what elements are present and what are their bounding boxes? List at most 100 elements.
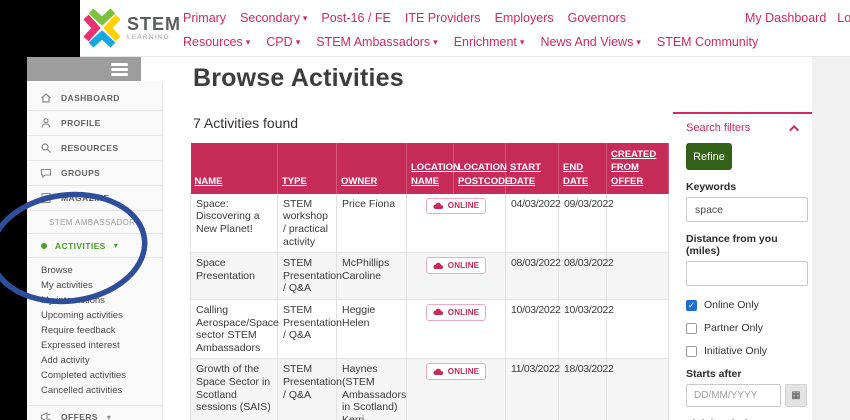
sidebar-subitem-my-interactions[interactable]: My interactions — [41, 295, 105, 306]
chevron-up-icon[interactable] — [789, 124, 800, 135]
starts-after-input[interactable] — [686, 384, 781, 407]
nav-link-primary[interactable]: Primary — [183, 11, 227, 25]
nav-link-stem-ambassadors[interactable]: STEM Ambassadors ▾ — [316, 35, 438, 49]
book-icon — [40, 192, 52, 204]
cell-name: Space: Discovering a New Planet! — [190, 193, 278, 254]
nav-link-resources[interactable]: Resources ▾ — [183, 35, 251, 49]
sidebar-item-magazine[interactable]: MAGAZINE — [27, 186, 162, 211]
sidebar-item-dashboard[interactable]: DASHBOARD — [27, 86, 162, 111]
sidebar-subitem-add-activity[interactable]: Add activity — [41, 355, 90, 366]
logo-text: STEM — [127, 13, 182, 34]
cell-location: ONLINE — [406, 252, 506, 301]
nav-link-stem-community[interactable]: STEM Community — [656, 35, 759, 49]
sidebar-item-label: DASHBOARD — [61, 93, 120, 103]
chevron-down-icon: ▾ — [245, 36, 251, 47]
cell-start-date: 11/03/2022 — [505, 358, 560, 420]
sidebar-subitem-require-feedback[interactable]: Require feedback — [41, 325, 116, 336]
checkbox-unchecked-icon[interactable] — [686, 345, 697, 357]
sidebar-item-label: OFFERS — [61, 412, 98, 420]
nav-link-employers[interactable]: Employers — [494, 11, 554, 25]
sidebar-section-stem-ambassadors: STEM AMBASSADORS — [27, 211, 162, 234]
sidebar-subitem-expressed-interest[interactable]: Expressed interest — [41, 340, 120, 351]
sidebar-item-activities[interactable]: ACTIVITIES ▾ — [27, 234, 162, 258]
calendar-icon[interactable]: ▦ — [785, 384, 807, 407]
nav-link-secondary[interactable]: Secondary ▾ — [240, 11, 308, 25]
sidebar-subitem-completed-activities[interactable]: Completed activities — [41, 370, 127, 381]
activities-table: NAME TYPE OWNER LOCATION NAME LOCATION POSTC… — [190, 143, 669, 420]
stem-learning-logo[interactable]: STEM LEARNING — [82, 8, 181, 48]
sidebar-item-profile[interactable]: PROFILE — [27, 111, 162, 136]
cell-end-date: 10/03/2022 — [558, 299, 614, 360]
column-header-end-date: END DATE — [558, 143, 607, 194]
cell-type: STEM workshop / practical activity — [277, 193, 337, 254]
table-header-row: NAME TYPE OWNER LOCATION NAME LOCATION POSTC… — [190, 143, 669, 194]
cell-type: STEM Presentation / Q&A — [277, 299, 342, 360]
column-sort-link[interactable]: OWNER — [341, 175, 378, 187]
cloud-icon — [433, 202, 443, 210]
keywords-label: Keywords — [686, 181, 737, 193]
cell-name: Space Presentation — [190, 252, 278, 301]
hamburger-menu-icon[interactable] — [111, 63, 128, 78]
column-sort-link[interactable]: TYPE — [282, 175, 307, 187]
cell-location: ONLINE — [406, 193, 506, 254]
checkbox-checked-icon[interactable]: ✓ — [686, 299, 697, 311]
nav-link-enrichment[interactable]: Enrichment ▾ — [453, 35, 525, 49]
filter-checkbox-online-only[interactable]: ✓ Online Only — [686, 299, 812, 311]
cell-owner: Price Fiona — [336, 193, 407, 254]
nav-link-my-dashboard[interactable]: My Dashboard — [745, 11, 827, 25]
filters-top-border — [673, 112, 812, 114]
cell-end-date: 18/03/2022 — [558, 358, 614, 420]
cloud-icon — [433, 262, 443, 269]
table-row: Space Presentation STEM Presentation / Q&… — [190, 252, 669, 301]
cell-created-from-offer — [606, 252, 669, 301]
cell-owner: Haynes (STEM Ambassadors in Scotland) Ke… — [336, 358, 407, 420]
column-header-created-from-offer: CREATED FROM OFFER — [606, 143, 669, 194]
column-sort-link[interactable]: START DATE — [510, 162, 541, 187]
cell-created-from-offer — [606, 193, 669, 254]
cell-start-date: 04/03/2022 — [505, 193, 561, 254]
cell-end-date: 08/03/2022 — [558, 252, 614, 301]
nav-link-governors[interactable]: Governors — [567, 11, 626, 25]
checkbox-unchecked-icon[interactable] — [686, 322, 697, 334]
refine-button[interactable]: Refine — [686, 143, 732, 170]
column-sort-link[interactable]: LOCATION NAME — [411, 162, 460, 187]
column-header-name: NAME — [190, 143, 278, 194]
filter-checkbox-partner-only[interactable]: Partner Only — [686, 322, 812, 334]
chevron-down-icon: ▾ — [113, 241, 118, 250]
sidebar-subitem-browse[interactable]: Browse — [41, 265, 73, 276]
distance-label: Distance from you (miles) — [686, 233, 778, 257]
cell-location: ONLINE — [406, 299, 506, 360]
keywords-input[interactable] — [686, 197, 808, 222]
cell-location: ONLINE — [406, 358, 506, 420]
table-row: Calling Aerospace/Space sector STEM Amba… — [190, 299, 669, 360]
nav-link-ite-providers[interactable]: ITE Providers — [404, 11, 481, 25]
chevron-down-icon: ▾ — [106, 412, 111, 420]
filter-checkbox-initiative-only[interactable]: Initiative Only — [686, 345, 812, 357]
search-icon — [40, 142, 52, 154]
column-sort-link[interactable]: NAME — [194, 175, 223, 187]
sidebar-item-groups[interactable]: GROUPS — [27, 161, 162, 186]
cell-start-date: 08/03/2022 — [505, 252, 561, 301]
home-icon — [40, 92, 52, 104]
nav-link-logout[interactable]: Logout — [837, 11, 850, 25]
stem-logo-x-icon — [83, 8, 121, 48]
column-sort-link[interactable]: END DATE — [563, 162, 589, 187]
column-header-location-name: LOCATION NAME — [406, 143, 460, 194]
sidebar-item-offers[interactable]: OFFERS ▾ — [27, 405, 162, 420]
table-row: Space: Discovering a New Planet! STEM wor… — [190, 193, 669, 254]
online-badge-label: ONLINE — [447, 307, 480, 317]
cell-created-from-offer — [606, 299, 669, 360]
column-header-location-postcode: LOCATION POSTCODE — [453, 143, 511, 194]
nav-link-post-16-fe[interactable]: Post-16 / FE — [321, 11, 391, 25]
sidebar-subitem-upcoming-activities[interactable]: Upcoming activities — [41, 310, 123, 321]
sidebar-item-resources[interactable]: RESOURCES — [27, 136, 162, 161]
sidebar-subitem-cancelled-activities[interactable]: Cancelled activities — [41, 385, 123, 396]
sidebar-collapse-bar[interactable] — [27, 57, 141, 81]
online-badge: ONLINE — [425, 197, 487, 215]
nav-link-news-and-views[interactable]: News And Views ▾ — [540, 35, 641, 49]
column-sort-link[interactable]: CREATED FROM OFFER — [611, 149, 657, 187]
nav-link-cpd[interactable]: CPD ▾ — [266, 35, 301, 49]
distance-input[interactable] — [686, 261, 808, 286]
sidebar-subitem-my-activities[interactable]: My activities — [41, 280, 93, 291]
column-sort-link[interactable]: LOCATION POSTCODE — [458, 162, 512, 187]
